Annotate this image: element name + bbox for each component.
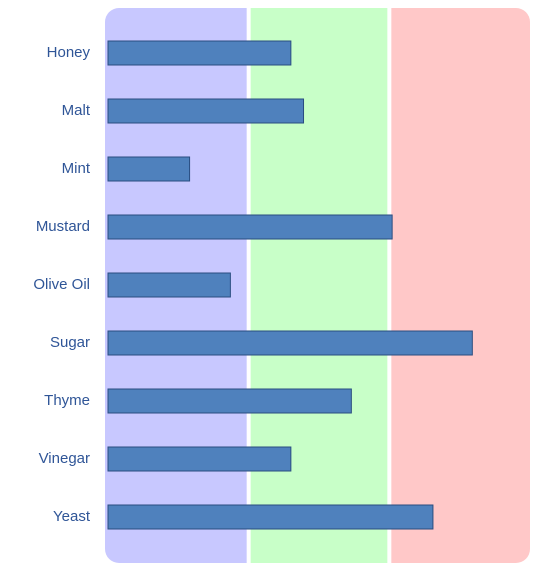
y-tick-label: Honey (47, 44, 91, 61)
y-tick-label: Olive Oil (33, 276, 90, 293)
y-tick-label: Thyme (44, 392, 90, 409)
bar (107, 504, 434, 530)
y-tick-label: Mint (62, 160, 91, 177)
band (391, 8, 530, 563)
bar (107, 156, 191, 182)
y-tick-label: Sugar (50, 334, 90, 351)
bar (107, 388, 352, 414)
y-tick-label: Yeast (53, 508, 91, 525)
y-tick-label: Vinegar (39, 450, 90, 467)
bar (107, 98, 305, 124)
bar (107, 40, 292, 66)
bar (107, 272, 231, 298)
y-tick-label: Malt (62, 102, 91, 119)
y-tick-label: Mustard (36, 218, 90, 235)
band (250, 8, 388, 563)
bar (107, 330, 473, 356)
bar (107, 214, 393, 240)
bar (107, 446, 292, 472)
